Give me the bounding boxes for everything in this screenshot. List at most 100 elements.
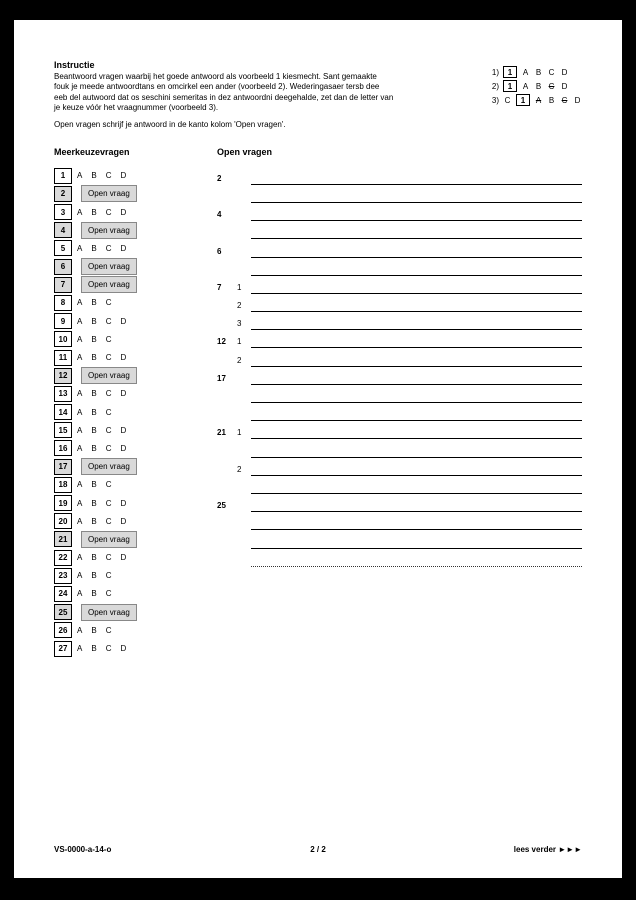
choice-letters[interactable]: ABCD xyxy=(77,208,126,217)
answer-line[interactable] xyxy=(251,370,582,385)
choice-letter[interactable]: B xyxy=(91,480,96,489)
answer-line[interactable] xyxy=(251,206,582,221)
choice-letters[interactable]: ABCD xyxy=(77,499,126,508)
choice-letter[interactable]: A xyxy=(77,571,82,580)
choice-letter[interactable]: C xyxy=(106,298,112,307)
choice-letters[interactable]: AB CD xyxy=(77,171,126,180)
choice-letters[interactable]: ABCD xyxy=(77,644,126,653)
choice-letter[interactable]: D xyxy=(120,426,126,435)
choice-letter[interactable]: C xyxy=(106,335,112,344)
choice-letter[interactable]: C xyxy=(106,444,112,453)
choice-letter[interactable]: A xyxy=(77,553,82,562)
choice-letter[interactable]: C xyxy=(106,553,112,562)
choice-letter[interactable]: C xyxy=(106,317,112,326)
answer-line[interactable] xyxy=(251,279,582,294)
choice-letter[interactable]: B xyxy=(91,389,96,398)
answer-line[interactable] xyxy=(251,497,582,512)
choice-letter[interactable]: C xyxy=(106,171,112,180)
choice-letters[interactable]: ABC xyxy=(77,626,111,635)
choice-letter[interactable]: A xyxy=(77,244,82,253)
answer-line[interactable] xyxy=(251,424,582,439)
choice-letters[interactable]: AB C xyxy=(77,298,111,307)
choice-letter[interactable]: A xyxy=(77,589,82,598)
answer-line[interactable] xyxy=(251,406,582,421)
answer-line[interactable] xyxy=(251,443,582,458)
choice-letter[interactable]: B xyxy=(91,208,96,217)
choice-letter[interactable]: C xyxy=(106,517,112,526)
answer-line[interactable] xyxy=(251,552,582,567)
choice-letter[interactable]: D xyxy=(120,208,126,217)
answer-line[interactable] xyxy=(251,333,582,348)
choice-letter[interactable]: D xyxy=(120,553,126,562)
choice-letter[interactable]: D xyxy=(120,389,126,398)
choice-letter[interactable]: A xyxy=(77,389,82,398)
choice-letters[interactable]: AB C xyxy=(77,480,111,489)
choice-letter[interactable]: B xyxy=(91,644,96,653)
choice-letters[interactable]: ABCD xyxy=(77,444,126,453)
answer-line[interactable] xyxy=(251,461,582,476)
choice-letter[interactable]: C xyxy=(106,353,112,362)
choice-letter[interactable]: D xyxy=(120,499,126,508)
choice-letter[interactable]: C xyxy=(106,571,112,580)
answer-line[interactable] xyxy=(251,479,582,494)
answer-line[interactable] xyxy=(251,297,582,312)
choice-letter[interactable]: D xyxy=(120,171,126,180)
choice-letter[interactable]: A xyxy=(77,644,82,653)
choice-letter[interactable]: A xyxy=(77,171,82,180)
choice-letters[interactable]: AB CD xyxy=(77,426,126,435)
answer-line[interactable] xyxy=(251,188,582,203)
answer-line[interactable] xyxy=(251,261,582,276)
choice-letter[interactable]: C xyxy=(106,644,112,653)
choice-letter[interactable]: C xyxy=(106,389,112,398)
answer-line[interactable] xyxy=(251,170,582,185)
choice-letter[interactable]: A xyxy=(77,408,82,417)
answer-line[interactable] xyxy=(251,388,582,403)
choice-letters[interactable]: AB C xyxy=(77,335,111,344)
choice-letter[interactable]: A xyxy=(77,353,82,362)
answer-line[interactable] xyxy=(251,315,582,330)
choice-letters[interactable]: AB CD xyxy=(77,244,126,253)
choice-letters[interactable]: AB CD xyxy=(77,317,126,326)
choice-letter[interactable]: A xyxy=(77,517,82,526)
answer-line[interactable] xyxy=(251,534,582,549)
choice-letter[interactable]: B xyxy=(91,571,96,580)
answer-line[interactable] xyxy=(251,243,582,258)
choice-letters[interactable]: AB CD xyxy=(77,353,126,362)
choice-letter[interactable]: D xyxy=(120,317,126,326)
choice-letter[interactable]: B xyxy=(91,171,96,180)
choice-letter[interactable]: A xyxy=(77,480,82,489)
choice-letter[interactable]: B xyxy=(91,317,96,326)
choice-letter[interactable]: D xyxy=(120,244,126,253)
choice-letter[interactable]: A xyxy=(77,426,82,435)
choice-letter[interactable]: A xyxy=(77,444,82,453)
choice-letter[interactable]: C xyxy=(106,408,112,417)
choice-letter[interactable]: C xyxy=(106,208,112,217)
choice-letter[interactable]: B xyxy=(91,353,96,362)
choice-letters[interactable]: AB C xyxy=(77,408,111,417)
choice-letter[interactable]: B xyxy=(91,426,96,435)
choice-letter[interactable]: A xyxy=(77,317,82,326)
choice-letter[interactable]: C xyxy=(106,480,112,489)
answer-line[interactable] xyxy=(251,515,582,530)
choice-letter[interactable]: D xyxy=(120,353,126,362)
choice-letters[interactable]: AB C xyxy=(77,571,111,580)
choice-letter[interactable]: B xyxy=(91,517,96,526)
choice-letter[interactable]: A xyxy=(77,298,82,307)
choice-letters[interactable]: ABCD xyxy=(77,517,126,526)
choice-letter[interactable]: B xyxy=(91,244,96,253)
choice-letters[interactable]: AB CD xyxy=(77,553,126,562)
choice-letter[interactable]: B xyxy=(91,553,96,562)
choice-letter[interactable]: A xyxy=(77,335,82,344)
choice-letter[interactable]: B xyxy=(91,408,96,417)
choice-letter[interactable]: C xyxy=(106,244,112,253)
choice-letter[interactable]: A xyxy=(77,499,82,508)
choice-letter[interactable]: C xyxy=(106,626,112,635)
choice-letter[interactable]: B xyxy=(91,335,96,344)
choice-letter[interactable]: C xyxy=(106,589,112,598)
choice-letter[interactable]: B xyxy=(91,298,96,307)
choice-letter[interactable]: B xyxy=(91,499,96,508)
choice-letter[interactable]: C xyxy=(106,426,112,435)
choice-letter[interactable]: B xyxy=(91,626,96,635)
answer-line[interactable] xyxy=(251,224,582,239)
choice-letters[interactable]: AB CD xyxy=(77,389,126,398)
